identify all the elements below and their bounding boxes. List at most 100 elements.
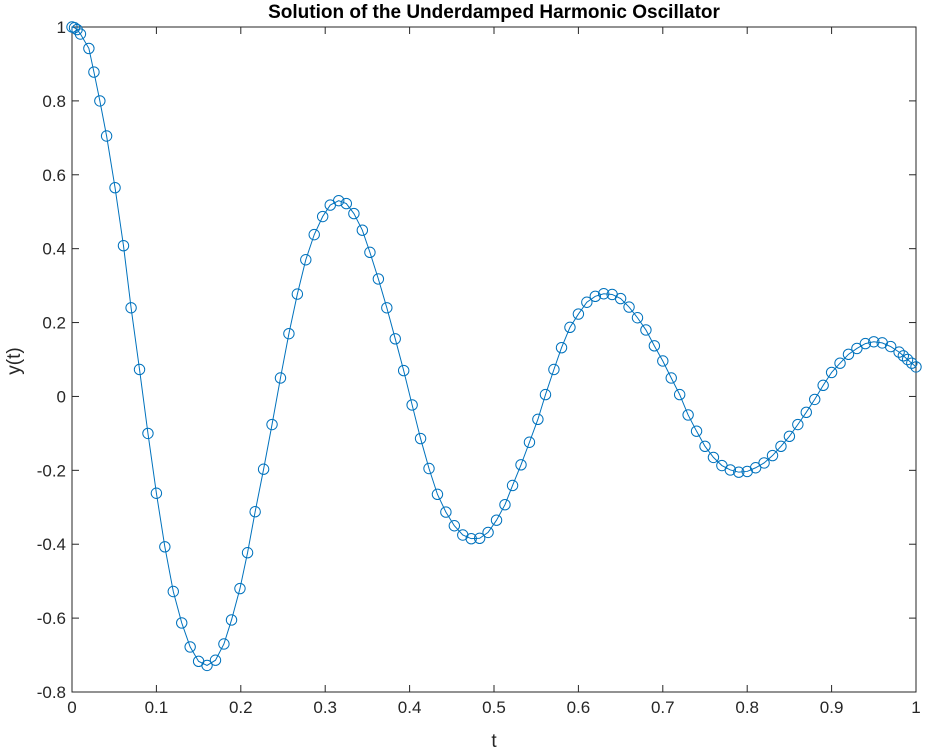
x-tick-label: 0.5 xyxy=(482,698,506,717)
data-point-marker xyxy=(906,357,918,369)
data-point-marker xyxy=(389,333,401,345)
x-tick-label: 0.7 xyxy=(651,698,675,717)
data-point-marker xyxy=(274,372,287,384)
data-point-marker xyxy=(234,582,246,595)
data-point-marker xyxy=(623,301,635,313)
data-point-marker xyxy=(724,464,737,476)
data-point-marker xyxy=(308,228,320,241)
data-point-marker xyxy=(142,427,154,440)
data-point-marker xyxy=(381,302,393,314)
data-point-marker xyxy=(74,28,87,40)
y-tick-label: 0 xyxy=(57,387,66,406)
x-tick-label: 0 xyxy=(67,698,76,717)
data-point-marker xyxy=(249,506,261,518)
data-point-marker xyxy=(614,292,627,305)
data-point-marker xyxy=(548,363,560,376)
plot-axes: 0 0.1 0.2 0.3 0.4 0.5 0.6 0.7 0.8 0.9 1 -0.8 -0.6 -0.… xyxy=(37,18,921,717)
y-tick-label: 1 xyxy=(57,18,66,37)
x-tick-label: 0.9 xyxy=(820,698,844,717)
y-tick-label: 0.6 xyxy=(42,166,66,185)
data-point-marker xyxy=(406,399,418,411)
data-point-marker xyxy=(364,246,376,259)
data-point-marker xyxy=(431,488,444,501)
data-point-marker xyxy=(348,207,360,220)
y-tick-label: -0.6 xyxy=(37,609,66,628)
data-point-marker xyxy=(581,296,593,308)
data-point-marker xyxy=(414,432,427,445)
data-point-marker xyxy=(851,342,863,355)
data-point-marker xyxy=(283,327,295,340)
data-point-marker xyxy=(291,288,304,300)
data-point-marker xyxy=(94,95,106,107)
y-tick-label: 0.4 xyxy=(42,240,66,259)
y-tick-label: -0.8 xyxy=(37,683,66,702)
data-point-marker xyxy=(397,364,410,377)
data-point-marker xyxy=(783,430,796,443)
data-point-marker xyxy=(842,348,855,361)
data-point-marker xyxy=(225,614,238,626)
data-point-marker xyxy=(758,457,770,469)
data-point-marker xyxy=(682,409,694,421)
data-point-marker xyxy=(448,520,461,532)
data-point-marker xyxy=(176,617,188,629)
data-point-marker xyxy=(657,355,669,367)
data-point-marker xyxy=(117,240,130,252)
data-point-marker xyxy=(184,641,196,653)
data-point-marker xyxy=(133,363,146,376)
data-point-marker xyxy=(572,308,585,320)
data-point-marker xyxy=(100,130,113,142)
x-tick-label: 0.4 xyxy=(398,698,422,717)
data-point-marker xyxy=(897,350,910,362)
data-point-marker xyxy=(648,340,661,352)
data-point-marker xyxy=(809,393,821,406)
chart-title: Solution of the Underdamped Harmonic Osc… xyxy=(268,2,720,23)
x-tick-label: 0.8 xyxy=(735,698,759,717)
y-tick-label: -0.4 xyxy=(37,535,66,554)
data-point-marker xyxy=(125,302,137,314)
data-point-marker xyxy=(218,638,230,650)
data-point-marker xyxy=(792,418,804,431)
data-point-marker xyxy=(673,388,686,401)
data-point-marker xyxy=(690,425,703,437)
data-point-marker xyxy=(109,182,121,194)
data-point-marker xyxy=(825,366,838,379)
data-point-marker xyxy=(631,312,644,324)
data-point-marker xyxy=(707,451,720,464)
data-point-marker xyxy=(201,659,213,672)
data-point-marker xyxy=(640,324,652,336)
data-point-marker xyxy=(893,346,905,358)
data-point-marker xyxy=(356,224,369,236)
data-point-marker xyxy=(300,254,312,266)
data-point-marker xyxy=(167,585,179,598)
data-point-marker xyxy=(515,459,527,471)
data-point-marker xyxy=(532,413,544,426)
plot-area-box xyxy=(71,26,917,693)
data-point-marker xyxy=(482,526,494,539)
data-point-marker xyxy=(372,273,385,285)
data-point-marker xyxy=(499,498,511,511)
data-point-marker xyxy=(150,487,163,499)
data-point-marker xyxy=(423,462,435,475)
data-point-marker xyxy=(266,418,278,431)
data-point-marker xyxy=(598,288,610,300)
data-point-marker xyxy=(775,440,787,453)
data-point-marker xyxy=(589,290,601,303)
data-point-marker xyxy=(440,506,452,518)
data-point-marker xyxy=(539,388,552,401)
data-point-marker xyxy=(257,463,270,475)
data-point-marker xyxy=(523,436,536,448)
data-point-marker xyxy=(490,514,503,526)
y-tick-label: 0.8 xyxy=(42,92,66,111)
data-point-marker xyxy=(241,547,254,559)
y-tick-label: -0.2 xyxy=(37,461,66,480)
data-point-marker xyxy=(884,340,897,353)
data-point-marker xyxy=(868,336,880,348)
x-tick-label: 0.1 xyxy=(145,698,169,717)
data-point-marker xyxy=(733,466,745,478)
data-point-marker xyxy=(316,210,329,223)
data-point-marker xyxy=(473,532,486,545)
data-point-marker xyxy=(910,361,922,373)
data-point-marker xyxy=(209,654,222,666)
data-point-marker xyxy=(859,337,872,350)
